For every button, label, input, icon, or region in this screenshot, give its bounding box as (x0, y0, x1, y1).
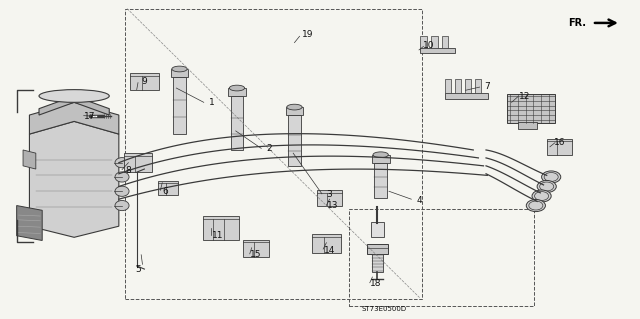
Polygon shape (367, 244, 388, 254)
Text: 9: 9 (141, 77, 147, 86)
Ellipse shape (532, 190, 551, 202)
Text: 1: 1 (209, 98, 214, 107)
Bar (371, 222, 384, 237)
Text: 7: 7 (484, 82, 490, 91)
Text: 10: 10 (423, 41, 435, 50)
Text: 11: 11 (212, 231, 223, 240)
Text: 18: 18 (371, 279, 382, 288)
Bar (243, 240, 269, 257)
Ellipse shape (526, 199, 545, 211)
Text: 4: 4 (416, 196, 422, 205)
Text: 5: 5 (135, 264, 141, 274)
Bar (204, 216, 239, 240)
Text: 16: 16 (554, 137, 566, 146)
Bar (171, 69, 188, 77)
Text: 8: 8 (125, 166, 131, 175)
Bar (420, 48, 456, 53)
Ellipse shape (172, 66, 187, 72)
Bar (518, 122, 537, 129)
Text: 13: 13 (327, 201, 339, 210)
Bar (442, 36, 449, 48)
Text: 6: 6 (163, 187, 168, 196)
Polygon shape (17, 205, 42, 241)
Ellipse shape (115, 172, 129, 182)
Ellipse shape (537, 181, 556, 193)
Bar (173, 77, 186, 134)
Bar (372, 155, 390, 163)
Bar (445, 93, 488, 99)
Ellipse shape (39, 90, 109, 102)
Bar (372, 254, 383, 272)
Bar (312, 234, 340, 253)
Polygon shape (29, 122, 119, 237)
Text: 2: 2 (266, 144, 272, 153)
Ellipse shape (115, 158, 129, 168)
Ellipse shape (287, 104, 302, 110)
Bar (374, 163, 387, 197)
Ellipse shape (229, 85, 244, 91)
Text: 12: 12 (518, 92, 530, 101)
Ellipse shape (373, 152, 388, 158)
Bar (317, 190, 342, 206)
Text: 19: 19 (301, 31, 313, 40)
Ellipse shape (115, 200, 129, 211)
Bar (125, 9, 422, 299)
Ellipse shape (541, 171, 561, 183)
Bar (420, 36, 427, 48)
Ellipse shape (115, 186, 129, 196)
Bar (507, 94, 555, 123)
Bar (159, 181, 177, 195)
Bar (288, 115, 301, 166)
Text: 3: 3 (326, 190, 332, 199)
Text: FR.: FR. (568, 18, 586, 28)
Text: 15: 15 (250, 250, 262, 259)
Bar (130, 73, 159, 90)
Bar (431, 36, 438, 48)
Text: ST73E0500D: ST73E0500D (362, 307, 406, 312)
Bar (454, 78, 461, 93)
Bar (285, 107, 303, 115)
Bar (475, 78, 481, 93)
Bar (547, 139, 572, 155)
Polygon shape (39, 96, 109, 115)
Bar (349, 209, 534, 306)
Bar (230, 96, 243, 150)
Polygon shape (23, 150, 36, 169)
Bar (465, 78, 471, 93)
Bar (124, 153, 152, 172)
Polygon shape (29, 102, 119, 134)
Text: 14: 14 (324, 246, 335, 255)
Text: 17: 17 (84, 112, 96, 121)
Bar (445, 78, 451, 93)
Bar (228, 88, 246, 96)
